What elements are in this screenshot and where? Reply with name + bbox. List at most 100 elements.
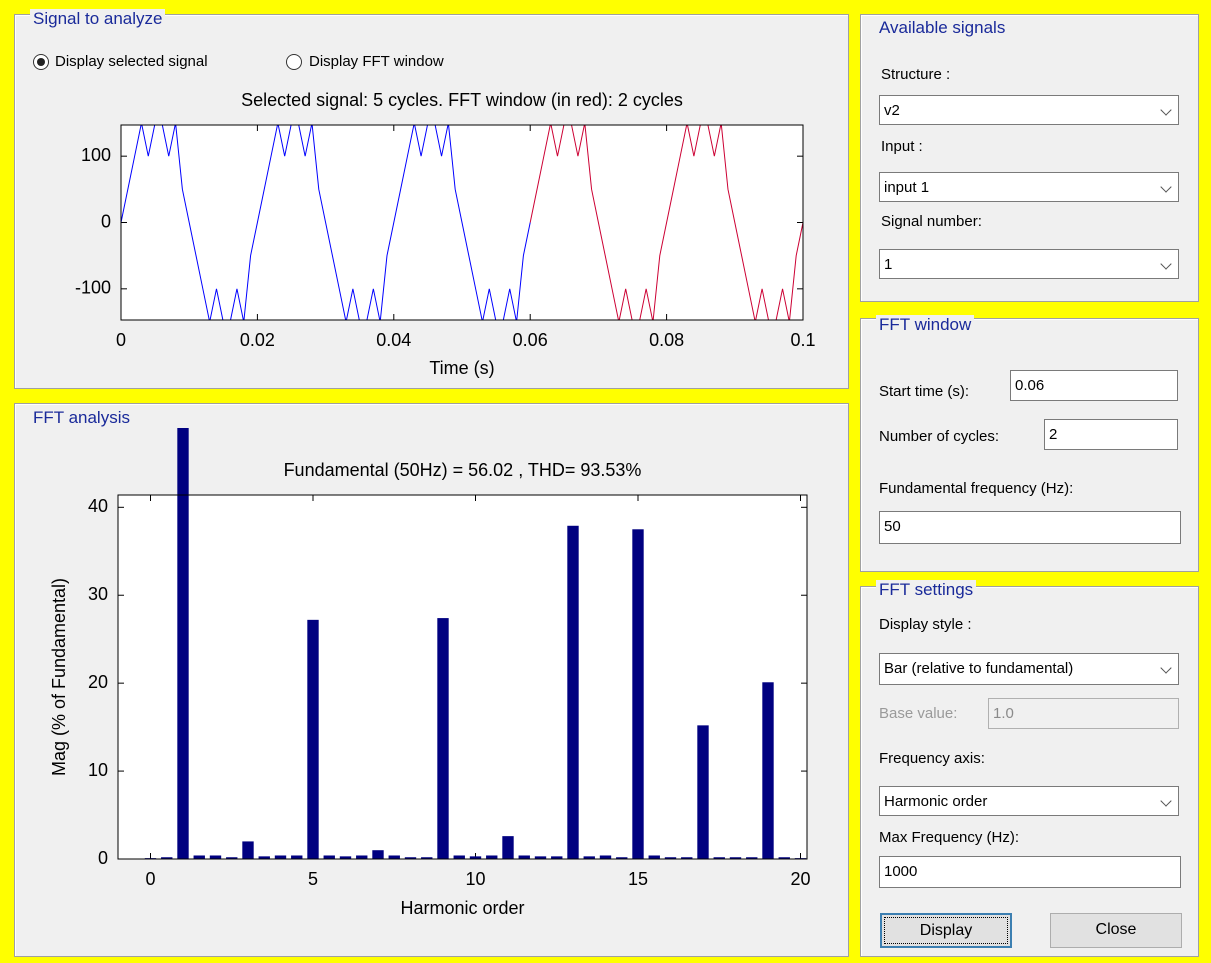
bar: [177, 428, 189, 859]
bar: [713, 857, 725, 859]
bar: [453, 855, 465, 859]
x-tick-label: 15: [628, 869, 648, 889]
bar: [469, 856, 482, 859]
bar: [518, 855, 530, 859]
label: Number of cycles:: [879, 428, 1000, 445]
label: Structure :: [881, 66, 951, 83]
bar: [388, 855, 400, 859]
x-tick-label: 0.04: [376, 330, 411, 350]
bar: [534, 856, 547, 859]
x-tick-label: 20: [790, 869, 810, 889]
dropdown[interactable]: Harmonic order: [879, 786, 1179, 816]
y-tick-label: 10: [88, 760, 108, 780]
x-tick-label: 0.08: [649, 330, 684, 350]
plot-frame: [117, 494, 808, 860]
bar: [778, 857, 790, 859]
panel-title: FFT window: [876, 315, 975, 335]
bar: [616, 857, 628, 859]
y-tick-label: 0: [101, 211, 111, 231]
y-tick-label: 40: [88, 496, 108, 516]
bar: [274, 855, 287, 859]
fft-settings-panel: [860, 586, 1199, 957]
bar: [404, 857, 417, 859]
dropdown[interactable]: v2: [879, 95, 1179, 125]
bar: [746, 857, 758, 859]
text-input: 1.0: [988, 698, 1179, 729]
x-tick-label: 10: [465, 869, 485, 889]
bar: [729, 857, 742, 859]
chart-title: Selected signal: 5 cycles. FFT window (i…: [241, 90, 683, 110]
plot-frame: [120, 124, 804, 321]
bar: [583, 856, 595, 859]
dropdown[interactable]: input 1: [879, 172, 1179, 202]
panel-title: Signal to analyze: [30, 9, 166, 29]
label: Frequency axis:: [879, 750, 985, 767]
bar: [681, 857, 693, 859]
bar: [209, 855, 222, 859]
radio-label[interactable]: Display FFT window: [309, 53, 444, 70]
dropdown[interactable]: 1: [879, 249, 1179, 279]
bar: [356, 855, 368, 859]
text-input[interactable]: 1000: [879, 856, 1181, 888]
y-axis-label: Mag (% of Fundamental): [49, 578, 69, 776]
x-tick-label: 0: [145, 869, 155, 889]
bar: [339, 856, 352, 859]
y-tick-label: 100: [81, 145, 111, 165]
label: Display style :: [879, 616, 972, 633]
bar: [502, 836, 514, 859]
x-tick-label: 0.1: [790, 330, 815, 350]
signal-line: [529, 125, 803, 320]
bar: [323, 855, 335, 859]
bar: [421, 857, 433, 859]
y-tick-label: 20: [88, 672, 108, 692]
label: Signal number:: [881, 213, 982, 230]
radio[interactable]: [285, 53, 303, 71]
panel-title: FFT settings: [876, 580, 977, 600]
bar: [193, 855, 205, 859]
radio-label[interactable]: Display selected signal: [55, 53, 208, 70]
bar: [242, 841, 254, 859]
bar: [648, 855, 660, 859]
x-tick-label: 0.02: [240, 330, 275, 350]
y-tick-label: -100: [75, 278, 111, 298]
text-input[interactable]: 50: [879, 511, 1181, 544]
x-tick-label: 0: [116, 330, 126, 350]
bar: [664, 857, 677, 859]
x-axis-label: Time (s): [429, 358, 494, 378]
label: Start time (s):: [879, 383, 970, 400]
bar: [291, 855, 303, 859]
label: Fundamental frequency (Hz):: [879, 480, 1074, 497]
x-axis-label: Harmonic order: [400, 898, 524, 918]
dropdown[interactable]: Bar (relative to fundamental): [879, 653, 1179, 685]
signal-line: [121, 125, 531, 320]
y-tick-label: 0: [98, 848, 108, 868]
close-button[interactable]: Close: [1050, 913, 1182, 948]
bar: [258, 856, 270, 859]
panel-title: FFT analysis: [30, 408, 133, 428]
bar: [599, 855, 612, 859]
bar: [567, 525, 579, 859]
bar: [632, 529, 644, 859]
plot-area: [118, 495, 807, 859]
label: Max Frequency (Hz):: [879, 829, 1020, 846]
bar: [307, 619, 319, 859]
text-input[interactable]: 0.06: [1010, 370, 1178, 401]
x-tick-label: 5: [308, 869, 318, 889]
text-input[interactable]: 2: [1044, 419, 1178, 450]
label: Input :: [881, 138, 923, 155]
bar: [226, 857, 238, 859]
label: Base value:: [879, 705, 958, 722]
bar: [697, 725, 709, 859]
bar: [762, 682, 774, 859]
chart-title: Fundamental (50Hz) = 56.02 , THD= 93.53%: [284, 460, 642, 480]
bar: [161, 857, 173, 859]
bar: [437, 618, 449, 859]
radio[interactable]: [32, 53, 50, 71]
display-button[interactable]: Display: [880, 913, 1012, 948]
bar: [486, 855, 498, 859]
panel-title: Available signals: [876, 18, 1009, 38]
x-tick-label: 0.06: [513, 330, 548, 350]
bar: [551, 856, 563, 859]
